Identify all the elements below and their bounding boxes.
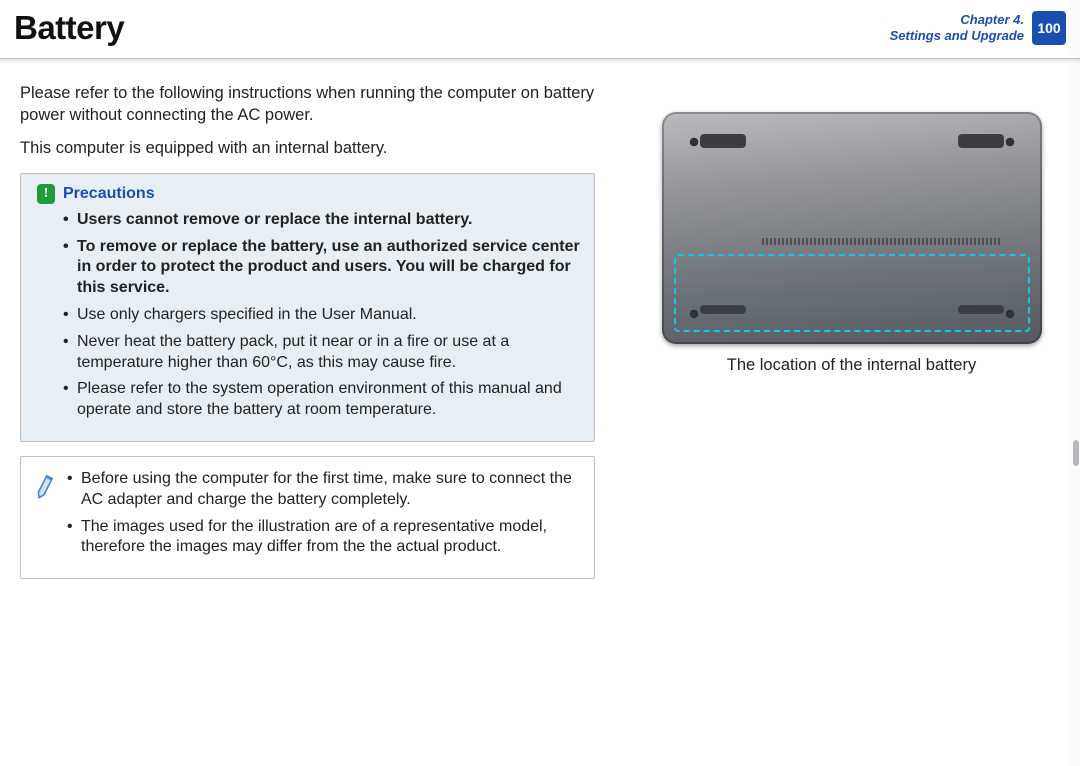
precaution-item: To remove or replace the battery, use an…: [63, 237, 580, 299]
precaution-item: Use only chargers specified in the User …: [63, 305, 580, 326]
precautions-title: Precautions: [63, 185, 155, 203]
precautions-header: ! Precautions: [37, 184, 580, 204]
laptop-vent: [762, 238, 1002, 245]
content-area: Please refer to the following instructio…: [0, 66, 1080, 579]
chapter-label: Chapter 4. Settings and Upgrade: [890, 12, 1024, 45]
figure-caption: The location of the internal battery: [662, 356, 1042, 375]
precaution-item: Never heat the battery pack, put it near…: [63, 332, 580, 374]
right-column: The location of the internal battery: [643, 82, 1060, 579]
battery-location-figure: The location of the internal battery: [662, 112, 1042, 375]
precaution-item: Users cannot remove or replace the inter…: [63, 210, 580, 231]
precaution-item: Please refer to the system operation env…: [63, 379, 580, 421]
precautions-list: Users cannot remove or replace the inter…: [37, 210, 580, 421]
page-number-badge: 100: [1032, 11, 1066, 45]
notes-list: Before using the computer for the first …: [67, 469, 580, 564]
page-title: Battery: [14, 9, 124, 47]
scrollbar-thumb[interactable]: [1073, 440, 1079, 466]
header-divider: [0, 58, 1080, 64]
left-column: Please refer to the following instructio…: [20, 82, 595, 579]
page-header: Battery Chapter 4. Settings and Upgrade …: [0, 0, 1080, 56]
notes-box: Before using the computer for the first …: [20, 456, 595, 579]
header-right: Chapter 4. Settings and Upgrade 100: [890, 11, 1066, 45]
precautions-box: ! Precautions Users cannot remove or rep…: [20, 173, 595, 442]
battery-highlight-area: [674, 254, 1030, 332]
scrollbar-track[interactable]: [1064, 0, 1080, 766]
laptop-foot: [700, 134, 746, 148]
intro-paragraph-1: Please refer to the following instructio…: [20, 82, 595, 127]
intro-paragraph-2: This computer is equipped with an intern…: [20, 137, 595, 159]
warning-icon: !: [37, 184, 55, 204]
chapter-line-2: Settings and Upgrade: [890, 28, 1024, 44]
laptop-foot: [958, 134, 1004, 148]
chapter-line-1: Chapter 4.: [890, 12, 1024, 28]
note-icon: [33, 469, 61, 564]
laptop-bottom-illustration: [662, 112, 1042, 344]
note-item: Before using the computer for the first …: [67, 469, 580, 511]
intro-text: Please refer to the following instructio…: [20, 82, 595, 159]
note-item: The images used for the illustration are…: [67, 517, 580, 559]
